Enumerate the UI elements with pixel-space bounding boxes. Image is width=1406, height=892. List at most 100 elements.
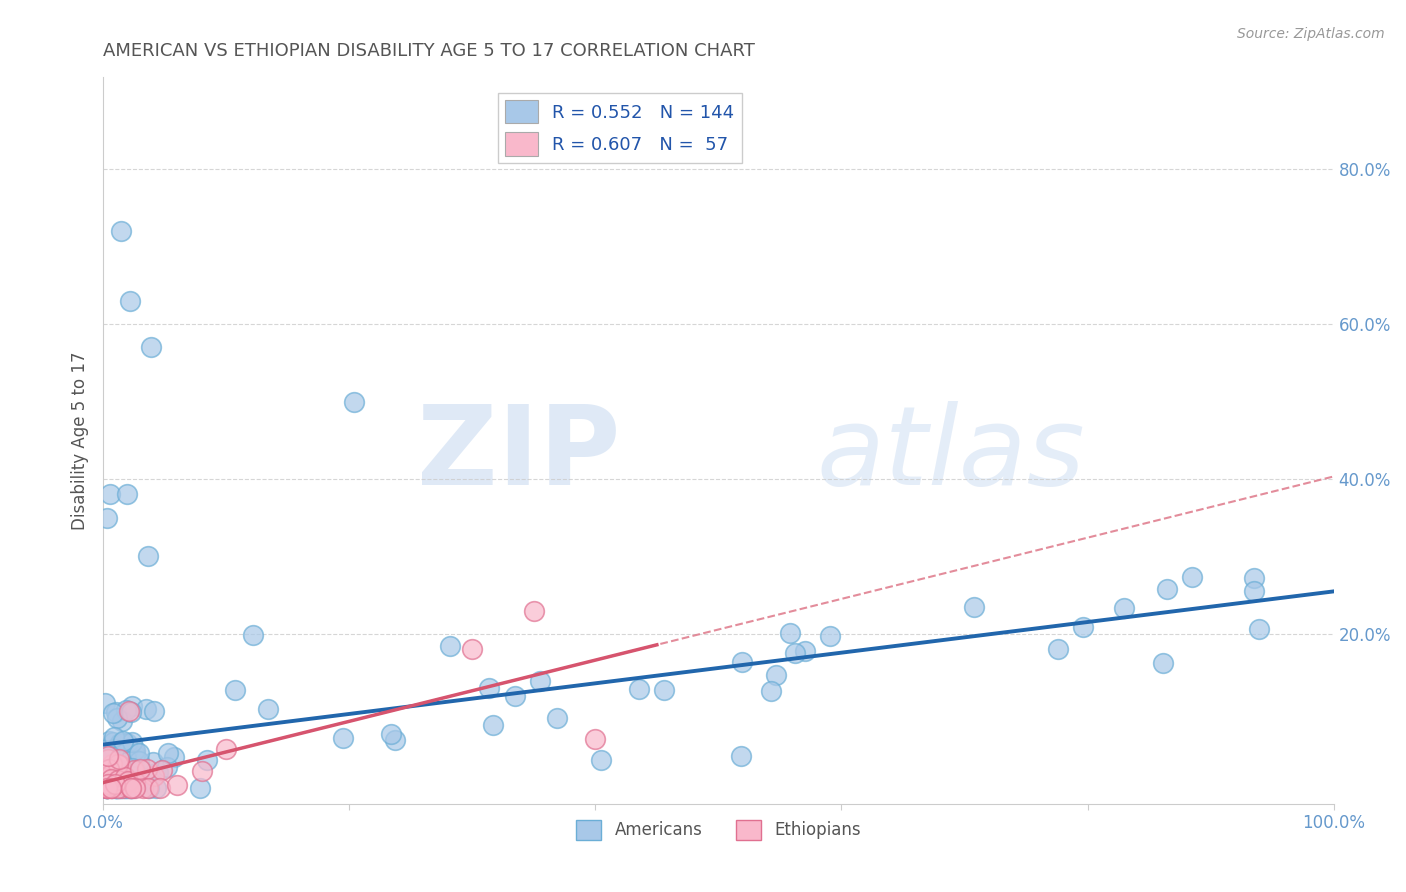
Point: [96, 780, 118, 795]
Point: [765, 668, 787, 682]
Point: [111, 766, 134, 780]
Point: [482, 718, 505, 732]
Point: [142, 755, 165, 769]
Point: [124, 743, 146, 757]
Point: [104, 752, 127, 766]
Point: [111, 733, 134, 747]
Point: [111, 714, 134, 728]
Point: [1071, 619, 1094, 633]
Point: [546, 711, 568, 725]
Point: [100, 778, 122, 792]
Point: [439, 640, 461, 654]
Point: [112, 767, 135, 781]
Point: [103, 755, 125, 769]
Point: [96, 780, 118, 795]
Point: [103, 778, 125, 792]
Point: [149, 780, 172, 795]
Point: [215, 742, 238, 756]
Text: atlas: atlas: [817, 401, 1085, 508]
Point: [197, 753, 219, 767]
Point: [1181, 570, 1204, 584]
Point: [129, 763, 152, 777]
Point: [98, 754, 121, 768]
Point: [96, 780, 118, 795]
Point: [105, 780, 128, 795]
Point: [96, 780, 118, 795]
Point: [101, 759, 124, 773]
Point: [111, 780, 134, 795]
Point: [1156, 582, 1178, 596]
Point: [108, 780, 131, 795]
Point: [156, 746, 179, 760]
Point: [148, 764, 170, 779]
Point: [121, 780, 143, 795]
Point: [104, 777, 127, 791]
Point: [114, 770, 136, 784]
Point: [118, 704, 141, 718]
Point: [138, 549, 160, 564]
Point: [103, 735, 125, 749]
Point: [120, 780, 142, 795]
Point: [100, 780, 122, 795]
Point: [103, 730, 125, 744]
Point: [783, 646, 806, 660]
Point: [94, 758, 117, 772]
Point: [97, 751, 120, 765]
Point: [105, 742, 128, 756]
Point: [100, 780, 122, 795]
Point: [818, 629, 841, 643]
Point: [120, 780, 142, 795]
Point: [150, 763, 173, 777]
Point: [117, 780, 139, 795]
Point: [124, 765, 146, 780]
Point: [105, 710, 128, 724]
Point: [111, 743, 134, 757]
Point: [110, 780, 132, 795]
Point: [1249, 622, 1271, 636]
Point: [124, 743, 146, 757]
Point: [628, 681, 651, 696]
Point: [505, 689, 527, 703]
Point: [138, 780, 160, 795]
Point: [100, 767, 122, 781]
Point: [100, 776, 122, 790]
Point: [100, 772, 122, 786]
Point: [100, 780, 122, 795]
Point: [103, 780, 125, 794]
Point: [104, 762, 127, 776]
Point: [118, 293, 141, 308]
Point: [105, 780, 128, 795]
Point: [98, 762, 121, 776]
Point: [224, 682, 246, 697]
Point: [96, 510, 118, 524]
Point: [108, 771, 131, 785]
Point: [111, 780, 134, 795]
Point: [108, 752, 131, 766]
Point: [94, 780, 117, 794]
Point: [145, 780, 167, 795]
Point: [242, 628, 264, 642]
Point: [107, 756, 129, 771]
Point: [343, 394, 366, 409]
Point: [97, 760, 120, 774]
Point: [103, 774, 125, 789]
Point: [96, 750, 118, 764]
Point: [529, 674, 551, 689]
Point: [96, 780, 118, 795]
Point: [93, 779, 115, 793]
Point: [121, 761, 143, 775]
Point: [100, 765, 122, 780]
Point: [477, 681, 499, 695]
Point: [117, 780, 139, 795]
Point: [794, 644, 817, 658]
Point: [128, 746, 150, 760]
Point: [730, 749, 752, 764]
Point: [110, 736, 132, 750]
Point: [105, 757, 128, 772]
Point: [104, 780, 127, 795]
Point: [98, 774, 121, 789]
Point: [122, 780, 145, 795]
Point: [257, 702, 280, 716]
Point: [652, 682, 675, 697]
Point: [115, 703, 138, 717]
